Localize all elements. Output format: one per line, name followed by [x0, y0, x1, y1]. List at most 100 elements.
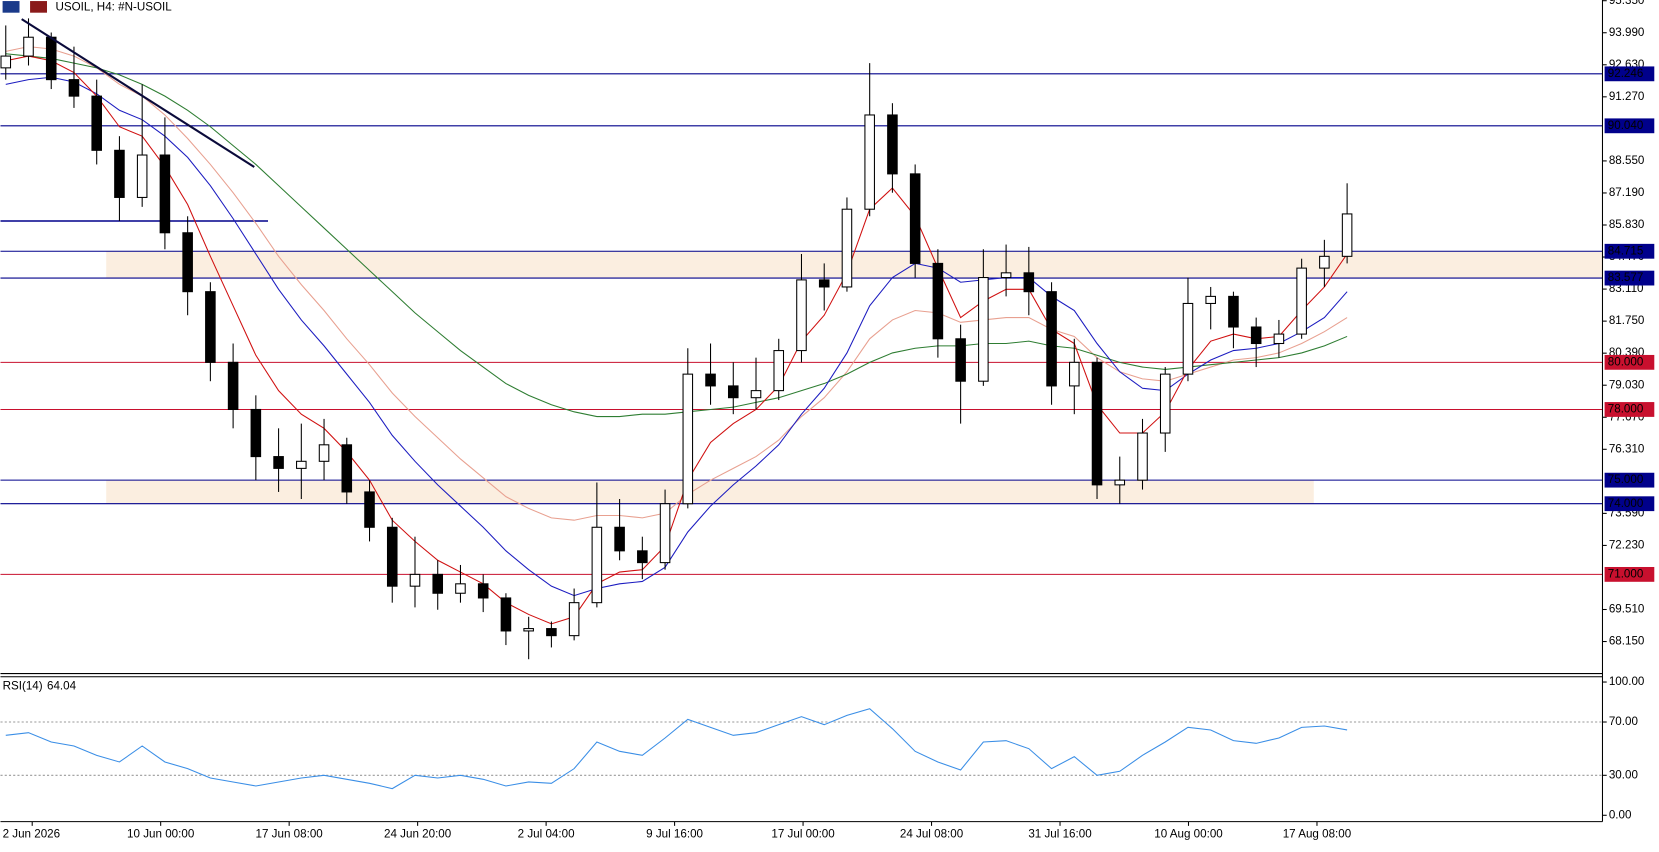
candle-body — [523, 628, 534, 632]
candle-body — [386, 526, 398, 587]
candle-body — [841, 208, 853, 288]
candle-body — [1250, 326, 1262, 345]
candle-body — [568, 602, 580, 637]
level-label: 90.040 — [1608, 119, 1644, 132]
rsi-line — [5, 708, 1348, 790]
candle-body — [1091, 361, 1103, 486]
candle-body — [1205, 295, 1216, 304]
candle-body — [227, 361, 239, 411]
candle-body — [23, 36, 34, 57]
candle-body — [364, 491, 375, 528]
moving-average — [5, 53, 1348, 418]
candle-body — [955, 338, 966, 382]
y-tick-label: 88.550 — [1609, 154, 1645, 167]
candle-body — [159, 154, 171, 234]
y-tick-label: 69.510 — [1609, 603, 1645, 616]
y-tick-label: 79.030 — [1609, 378, 1645, 391]
candle-body — [318, 444, 330, 462]
level-label-box — [1604, 270, 1655, 286]
x-tick-label: 10 Jun 00:00 — [127, 827, 195, 840]
candle-body — [341, 444, 353, 493]
candle-body — [114, 149, 125, 198]
candle-body — [1137, 432, 1148, 481]
candle-body — [909, 173, 921, 264]
candle-body — [273, 456, 284, 469]
y-tick-label: 76.310 — [1609, 442, 1645, 455]
rsi-value: 64.04 — [47, 679, 77, 692]
candle-body — [409, 573, 421, 587]
candle-body — [887, 114, 898, 175]
candle-body — [1319, 255, 1330, 269]
x-tick-label: 10 Aug 00:00 — [1154, 827, 1223, 840]
moving-average — [5, 46, 1348, 521]
x-tick-label: 17 Jul 00:00 — [771, 827, 835, 840]
candle-body — [1046, 291, 1057, 387]
x-tick-label: 9 Jul 16:00 — [646, 827, 703, 840]
candle-body — [932, 262, 944, 340]
candle-body — [1000, 272, 1012, 279]
moving-average — [5, 55, 1348, 625]
icon — [30, 1, 48, 13]
candle-body — [727, 385, 739, 399]
zone — [106, 251, 1603, 279]
level-label: 84.715 — [1608, 244, 1644, 257]
candle-body — [455, 583, 466, 594]
candle-body — [864, 114, 875, 210]
candle-body — [500, 597, 512, 632]
rsi-tick-label: 100.00 — [1609, 675, 1645, 688]
x-tick-label: 24 Jun 20:00 — [384, 827, 452, 840]
candle-body — [818, 279, 830, 288]
chart-title: USOIL, H4: #N-USOIL — [55, 0, 172, 13]
x-tick-label: 17 Aug 08:00 — [1283, 827, 1352, 840]
y-tick-label: 85.830 — [1609, 218, 1645, 231]
x-tick-label: 2 Jul 04:00 — [518, 827, 575, 840]
moving-average — [5, 76, 1348, 597]
level-label-box — [1604, 243, 1655, 259]
candle-body — [614, 526, 625, 552]
rsi-tick-label: 30.00 — [1609, 768, 1639, 781]
level-label-box — [1604, 496, 1655, 512]
y-tick-label: 81.750 — [1609, 314, 1645, 327]
x-tick-label: 31 Jul 16:00 — [1028, 827, 1092, 840]
level-label: 92.246 — [1608, 67, 1644, 80]
x-tick-label: 2 Jun 2026 — [3, 827, 61, 840]
candle-body — [0, 55, 12, 69]
candle-body — [1273, 333, 1285, 345]
y-tick-label: 91.270 — [1609, 90, 1645, 103]
candle-body — [1296, 267, 1307, 335]
level-label-box — [1604, 354, 1655, 370]
candle-body — [296, 460, 307, 469]
candle-body — [705, 373, 716, 387]
plot-area — [0, 18, 1603, 660]
level-label: 71.000 — [1608, 567, 1644, 580]
icon — [2, 1, 20, 13]
candle-body — [205, 291, 216, 363]
level-label-box — [1604, 402, 1655, 417]
zone — [106, 480, 1314, 504]
rsi-tick-label: 70.00 — [1609, 715, 1639, 728]
rsi-name: RSI(14) — [3, 679, 43, 692]
trendline — [21, 18, 255, 168]
candle-body — [1114, 479, 1126, 486]
candle-body — [773, 350, 785, 392]
candle-body — [1228, 295, 1239, 328]
candle-body — [91, 95, 102, 151]
x-tick-label: 24 Jul 08:00 — [900, 827, 964, 840]
y-tick-label: 72.230 — [1609, 538, 1645, 551]
candle-body — [591, 526, 603, 604]
candle-body — [659, 503, 671, 564]
candle-body — [68, 79, 80, 97]
y-tick-label: 93.990 — [1609, 26, 1645, 39]
candle-body — [546, 628, 557, 637]
y-tick-label: 87.190 — [1609, 186, 1645, 199]
y-tick-label: 95.350 — [1609, 0, 1645, 7]
candle-body — [1023, 272, 1035, 293]
x-tick-label: 17 Jun 08:00 — [256, 827, 324, 840]
level-label: 80.000 — [1608, 355, 1644, 368]
level-label: 83.577 — [1608, 271, 1644, 284]
candle-body — [682, 373, 694, 505]
level-label: 78.000 — [1608, 403, 1644, 416]
candle-body — [750, 390, 762, 399]
